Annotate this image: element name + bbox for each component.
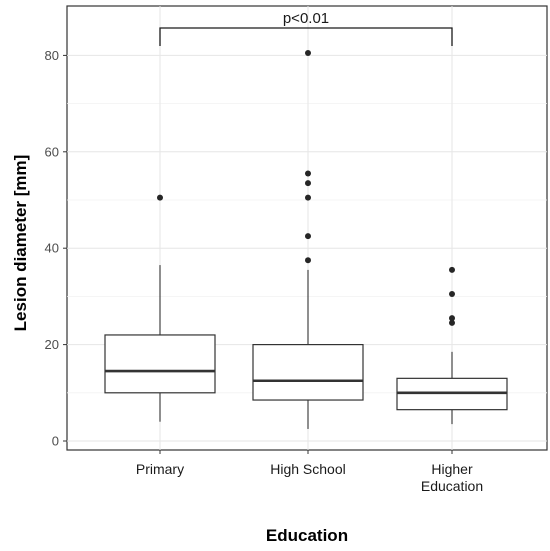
x-tick-label-line: Higher bbox=[431, 461, 473, 477]
y-tick-label: 80 bbox=[45, 48, 59, 63]
outlier-point bbox=[449, 290, 455, 297]
box-3 bbox=[396, 351, 508, 425]
x-tick-label: Primary bbox=[136, 461, 184, 477]
box-series bbox=[104, 265, 508, 429]
p-value-label: p<0.01 bbox=[283, 10, 329, 27]
outlier-point bbox=[305, 257, 311, 264]
y-tick-label: 20 bbox=[45, 337, 59, 352]
y-tick-label: 0 bbox=[52, 434, 59, 449]
x-tick-label-line: Primary bbox=[136, 461, 184, 477]
y-tick-label: 40 bbox=[45, 241, 59, 256]
iqr-box bbox=[104, 334, 216, 394]
outlier-point bbox=[305, 233, 311, 240]
x-tick-label: Higher Education bbox=[421, 461, 483, 494]
outlier-point bbox=[305, 49, 311, 56]
significance-annotation: p<0.01 bbox=[159, 10, 453, 46]
y-tick-label: 60 bbox=[45, 144, 59, 159]
y-axis-title: Lesion diameter [mm] bbox=[11, 155, 30, 332]
outlier-point bbox=[305, 180, 311, 187]
outlier-point bbox=[305, 170, 311, 177]
outlier-points bbox=[157, 49, 455, 326]
outlier-point bbox=[449, 315, 455, 322]
x-axis-title: Education bbox=[266, 526, 348, 545]
x-axis-ticks: Primary High School Higher Education bbox=[136, 450, 483, 494]
box-2 bbox=[252, 269, 364, 429]
box-1 bbox=[104, 265, 216, 422]
x-tick-label-line: High School bbox=[270, 461, 346, 477]
x-tick-label-line: Education bbox=[421, 478, 483, 494]
outlier-point bbox=[305, 194, 311, 201]
y-axis-ticks: 0 20 40 60 80 bbox=[45, 48, 67, 449]
outlier-point bbox=[157, 194, 163, 201]
outlier-point bbox=[449, 266, 455, 273]
significance-bracket bbox=[159, 27, 453, 46]
iqr-box bbox=[252, 344, 364, 401]
outlier-point bbox=[449, 319, 455, 326]
x-tick-label: High School bbox=[270, 461, 346, 477]
